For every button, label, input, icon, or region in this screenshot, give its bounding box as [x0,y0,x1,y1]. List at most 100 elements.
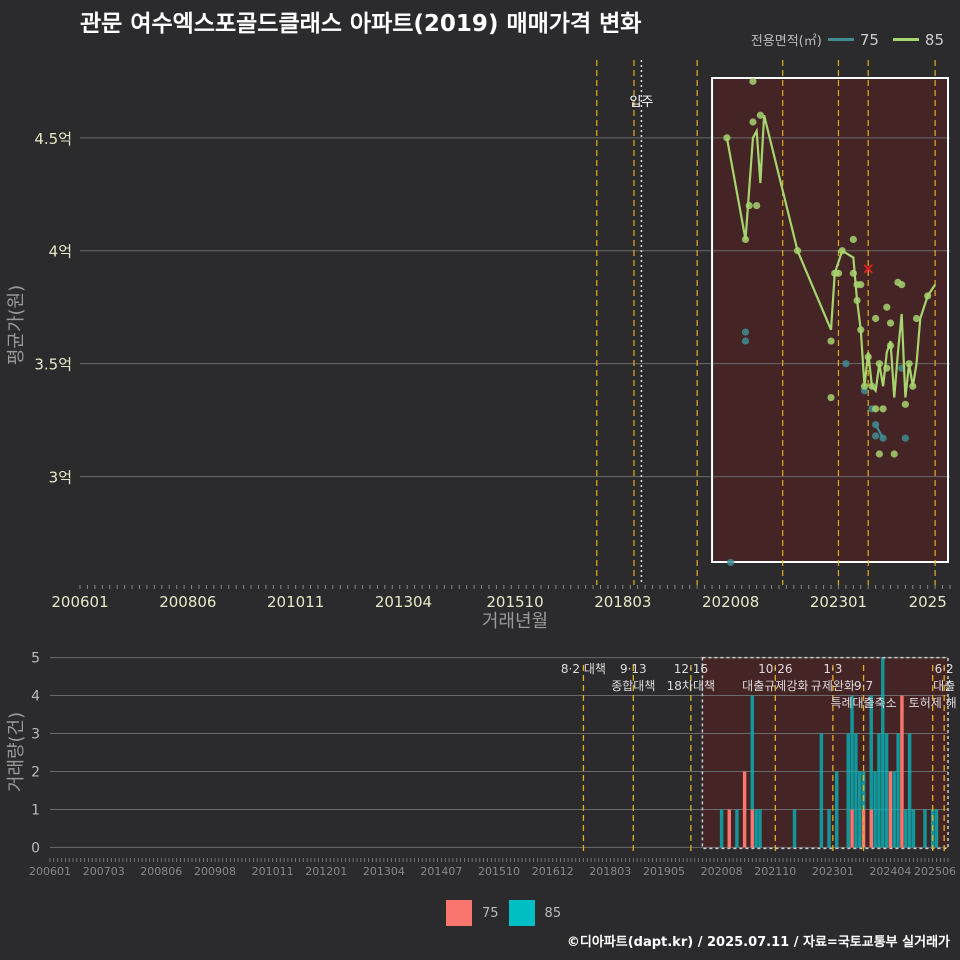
bar-85 [827,809,831,848]
x-tick-label: 201612 [532,865,574,878]
price-chart: 3억 3.5억 4억 4.5억 입주 200601 200806 201011 201304 20… [6,60,951,632]
x-tick-label: 2025 [909,593,947,611]
chart-title: 관문 여수엑스포골드클래스 아파트(2019) 매매가격 변화 [80,11,642,37]
data-point-85 [875,360,883,368]
bar-75 [869,809,873,848]
y-tick-label: 3 [31,727,40,743]
legend-top: 전용면적(㎡) 75 85 [751,30,952,50]
x-tick-label: 200601 [51,593,108,611]
x-tick-label: 201803 [589,865,631,878]
legend-label-85: 85 [924,30,944,49]
bar-85 [735,809,739,848]
data-point-85 [901,400,909,408]
data-point-85 [886,319,895,327]
volume-chart: 0 1 2 3 4 5 8·2 대책 9·13 종합대책 12·16 18차대책 10·26 대출규제강… [6,651,957,878]
bar-85 [884,733,889,848]
data-point-85 [875,450,883,458]
bar-85 [750,695,755,810]
legend-text-85: 85 [544,905,562,921]
x-tick-label: 201407 [420,865,462,878]
x-tick-label: 202404 [869,865,911,878]
x-tick-label: 200601 [29,865,71,878]
legend-swatch-75 [827,38,854,41]
x-tick-label: 202301 [812,865,854,878]
policy-label: 종합대책 [611,678,655,693]
bar-85 [923,809,927,848]
y-tick-label: 4억 [49,243,72,261]
policy-label: 1·3 [823,662,842,676]
bar-85 [792,809,797,848]
policy-label: 대출규제강화 [742,679,808,693]
x-axis-label: 거래년월 [482,611,548,632]
legend-text-75: 75 [482,905,499,921]
x-tick-label: 202301 [810,593,867,611]
x-tick-label: 201905 [643,865,685,878]
policy-label: 특례대출축소 [830,696,896,710]
data-point-85 [886,342,895,350]
data-point-85 [868,382,876,390]
bottom-legend: 75 85 [446,900,561,926]
x-tick-label: 200703 [83,865,125,878]
highlight-region [712,78,948,562]
data-point-85 [756,111,764,119]
bar-85 [934,809,939,848]
legend-box-75 [446,900,472,926]
data-point-85 [909,382,917,390]
legend-label-75: 75 [859,30,879,49]
data-point-85 [898,281,906,289]
bar-75 [850,809,854,848]
bar-85 [911,809,916,848]
data-point-85 [857,326,865,334]
policy-label: 9·7 [854,679,873,693]
x-tick-label: 202008 [701,865,743,878]
data-point-85 [905,360,913,368]
y-tick-label: 3억 [49,469,72,487]
bar-85 [854,733,858,848]
policy-label: 규제완화 [811,679,855,693]
highlight-box-outline [711,77,949,563]
policy-label: 토허제 해 [909,696,957,710]
data-point-75 [872,432,880,440]
data-point-75 [879,434,887,442]
bar-85 [907,733,912,848]
highlight-box-outline [701,656,949,850]
data-point-85 [857,281,865,289]
credit: ©디아파트(dapt.kr) / 2025.07.11 / 자료=국토교통부 실… [566,935,950,950]
x-tick-label: 201201 [305,865,347,878]
y-tick-label: 5 [31,651,40,667]
data-point-85 [890,450,898,458]
bar-85 [896,733,900,848]
y-tick-label: 4 [31,689,40,705]
data-point-75 [842,360,850,368]
policy-label: 12·16 [674,662,708,676]
data-point-75 [727,558,735,567]
policy-label: 9·13 [620,662,647,676]
data-point-85 [849,235,857,244]
y-axis-label: 평균가(원) [6,285,27,365]
data-point-85 [827,337,835,345]
bar-85 [850,695,854,810]
data-point-85 [860,382,869,390]
data-point-85 [838,247,846,255]
x-tick-label: 201011 [252,865,294,878]
bar-85 [877,733,881,848]
legend-box-85 [508,900,535,926]
bar-75 [742,771,747,848]
x-tick-label: 201304 [375,593,432,611]
data-point-85 [872,405,880,413]
data-point-85 [883,303,891,311]
bar-75 [888,771,893,848]
legend-swatch-85 [892,38,919,41]
data-point-85 [853,296,861,305]
data-point-75 [741,328,750,336]
data-point-85 [723,134,731,142]
y-tick-label: 1 [31,802,40,818]
bar-85 [873,771,877,848]
move-in-label: 입주 [629,95,653,110]
x-tick-label: 200806 [140,865,182,878]
x-tick-label: 202506 [914,865,956,878]
data-point-85 [849,269,857,277]
x-tick-label: 202110 [754,865,796,878]
y-tick-label: 4.5억 [34,130,72,148]
data-point-75 [901,434,909,442]
